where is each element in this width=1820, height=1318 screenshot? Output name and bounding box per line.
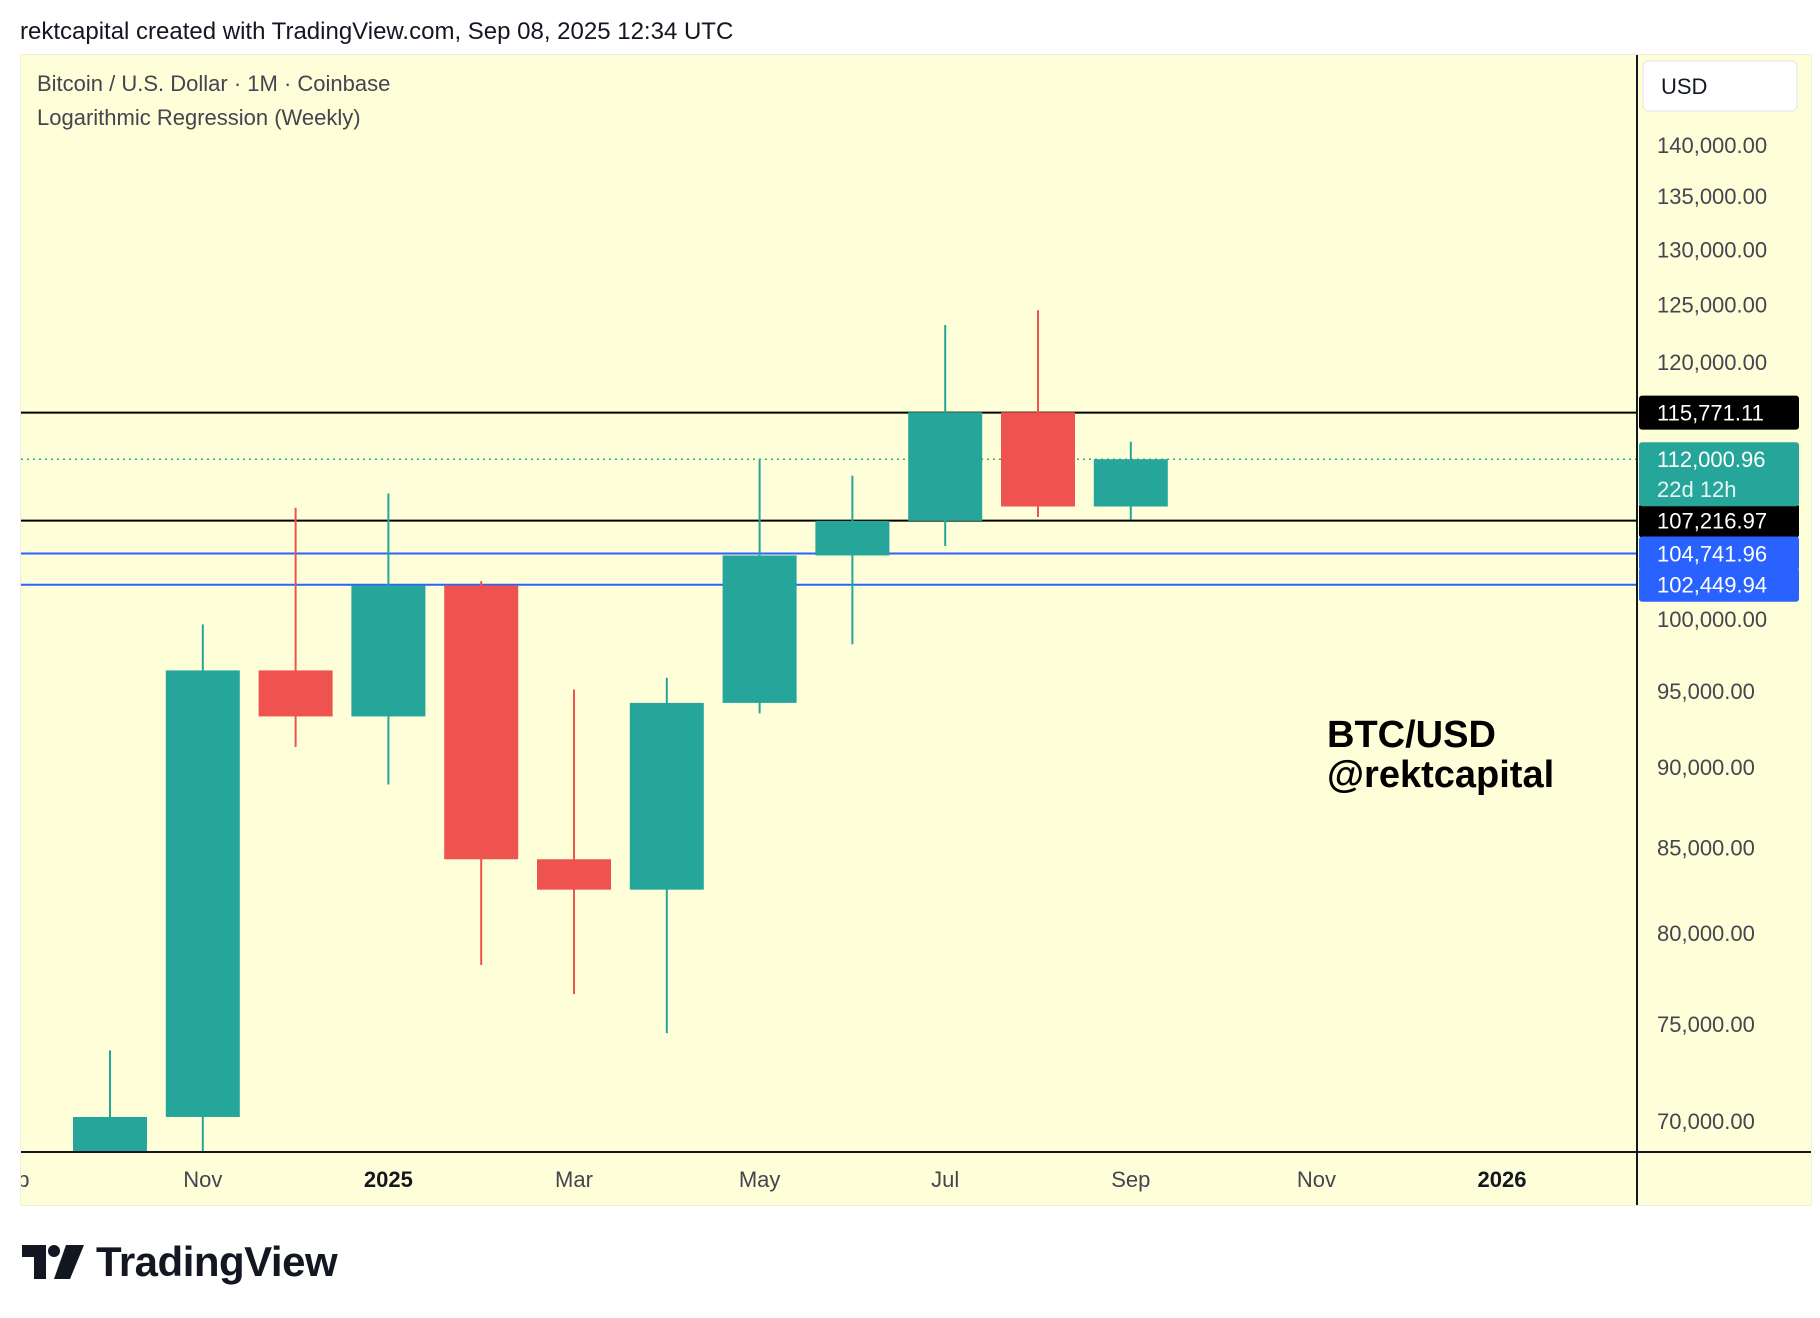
x-tick-label: Sep	[1111, 1167, 1150, 1192]
level-price-tag[interactable]: 102,449.94	[1639, 567, 1799, 602]
y-tick-label: 75,000.00	[1657, 1012, 1755, 1037]
level-price-tag[interactable]: 107,216.97	[1639, 503, 1799, 538]
candle[interactable]	[1001, 310, 1075, 517]
level-price-tag-text: 107,216.97	[1657, 509, 1767, 534]
x-tick-label: May	[739, 1167, 781, 1192]
current-price-text: 112,000.96	[1657, 447, 1765, 472]
x-tick-label: Nov	[1297, 1167, 1336, 1192]
level-price-tag-bg	[1639, 503, 1799, 538]
x-tick-label: 2026	[1478, 1167, 1527, 1192]
countdown-text: 22d 12h	[1657, 477, 1737, 502]
chart-title: Bitcoin / U.S. Dollar · 1M · Coinbase	[37, 71, 390, 96]
candle[interactable]	[351, 493, 426, 785]
candle-body	[815, 520, 890, 556]
level-price-tag[interactable]: 104,741.96	[1639, 536, 1799, 571]
chart-subtitle: Logarithmic Regression (Weekly)	[37, 105, 361, 130]
y-tick-label: 120,000.00	[1657, 350, 1767, 375]
candle-body	[1093, 459, 1168, 507]
tradingview-logo-text: TradingView	[96, 1238, 338, 1285]
watermark-handle: @rektcapital	[1327, 754, 1554, 796]
y-tick-label: 85,000.00	[1657, 836, 1755, 861]
y-tick-label: 130,000.00	[1657, 237, 1767, 262]
x-tick-label: Mar	[555, 1167, 593, 1192]
tradingview-logo[interactable]: TradingView	[22, 1238, 338, 1286]
candle[interactable]	[722, 459, 797, 714]
currency-label: USD	[1661, 74, 1707, 99]
y-tick-label: 90,000.00	[1657, 755, 1755, 780]
x-tick-label: Jul	[931, 1167, 959, 1192]
candle[interactable]	[258, 507, 333, 747]
candle-body	[908, 412, 983, 521]
x-tick-label: ep	[21, 1167, 29, 1192]
candle-body	[537, 859, 611, 890]
level-price-tag-bg	[1639, 536, 1799, 571]
level-price-tag-text: 104,741.96	[1657, 542, 1767, 567]
candle-body	[165, 670, 240, 1117]
candle-body	[73, 1116, 147, 1152]
current-price-tag-bg	[1639, 442, 1799, 507]
level-price-tag[interactable]: 115,771.11	[1639, 395, 1799, 430]
chart-caption: rektcapital created with TradingView.com…	[20, 18, 734, 45]
chart-area[interactable]: 140,000.00 135,000.00 130,000.00 125,000.00…	[20, 54, 1812, 1206]
candle-body	[722, 555, 797, 703]
candle[interactable]	[73, 1050, 147, 1152]
y-tick-label: 95,000.00	[1657, 679, 1755, 704]
level-price-tag-bg	[1639, 395, 1799, 430]
level-price-tag-text: 102,449.94	[1657, 573, 1767, 598]
candle[interactable]	[444, 581, 519, 966]
y-tick-label: 70,000.00	[1657, 1109, 1755, 1134]
candle-body	[258, 670, 333, 717]
y-tick-label: 100,000.00	[1657, 607, 1767, 632]
candle-body	[1001, 412, 1075, 507]
candle-body	[629, 702, 704, 890]
y-tick-label: 125,000.00	[1657, 293, 1767, 318]
candle[interactable]	[1093, 441, 1168, 520]
y-tick-label: 135,000.00	[1657, 184, 1767, 209]
level-price-tag-text: 115,771.11	[1657, 401, 1764, 426]
candle[interactable]	[629, 677, 704, 1034]
candle[interactable]	[537, 689, 611, 995]
y-tick-label: 140,000.00	[1657, 133, 1767, 158]
level-price-tag-bg	[1639, 567, 1799, 602]
y-tick-label: 80,000.00	[1657, 921, 1755, 946]
currency-button[interactable]: USD	[1642, 60, 1798, 112]
candle[interactable]	[908, 324, 983, 547]
current-price-tag[interactable]: 112,000.96 22d 12h	[1639, 442, 1799, 507]
candle[interactable]	[815, 475, 890, 645]
tradingview-logo-icon	[22, 1245, 84, 1279]
candle-body	[444, 585, 519, 860]
candle[interactable]	[165, 624, 240, 1152]
watermark-pair: BTC/USD	[1327, 714, 1496, 756]
x-tick-label: Nov	[183, 1167, 222, 1192]
candle-body	[351, 585, 426, 717]
x-tick-label: 2025	[364, 1167, 413, 1192]
candlestick-chart[interactable]: 140,000.00 135,000.00 130,000.00 125,000.00…	[21, 55, 1811, 1205]
